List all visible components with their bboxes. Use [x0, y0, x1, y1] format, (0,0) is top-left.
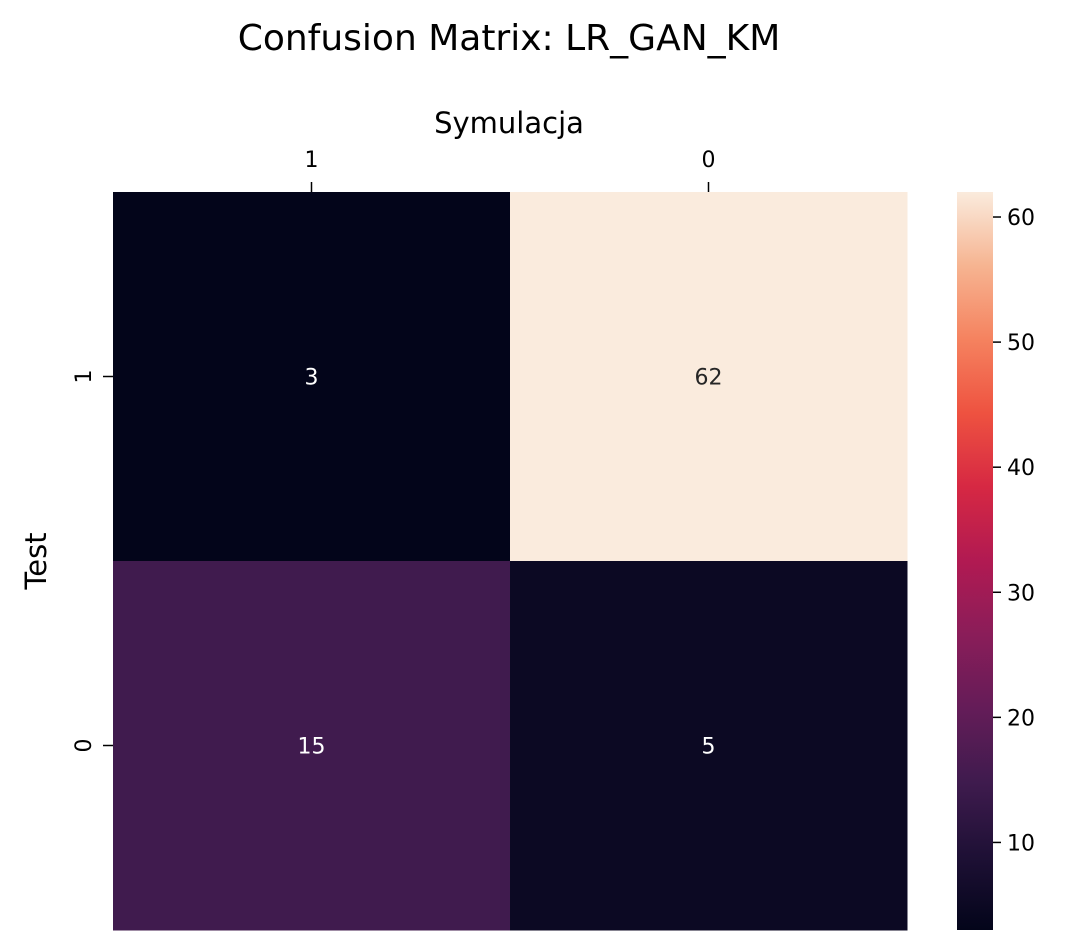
colorbar-tick-label: 50 — [1007, 331, 1035, 356]
colorbar-tick-label: 30 — [1007, 581, 1035, 606]
cell-annotations: 3 62 15 5 — [298, 366, 723, 760]
colorbar-tick-label: 60 — [1007, 206, 1035, 231]
colorbar-ticks: 10 20 30 40 50 60 — [993, 206, 1035, 856]
colorbar — [957, 192, 993, 930]
colorbar-tick-label: 10 — [1007, 831, 1035, 856]
cell-value-label: 15 — [298, 735, 326, 760]
y-axis-ticks: 10 — [72, 370, 113, 753]
cell-value-label: 62 — [695, 366, 723, 391]
cell-value-label: 3 — [305, 366, 319, 391]
colorbar-tick-label: 40 — [1007, 456, 1035, 481]
heatmap-cell — [113, 192, 511, 562]
y-tick-label: 1 — [72, 370, 97, 384]
x-tick-label: 0 — [702, 148, 716, 173]
chart-title: Confusion Matrix: LR_GAN_KM — [238, 18, 781, 59]
colorbar-tick-label: 20 — [1007, 706, 1035, 731]
y-tick-label: 0 — [72, 739, 97, 753]
heatmap-cells — [113, 192, 908, 931]
heatmap-cell — [510, 561, 908, 931]
y-axis-label: Test — [19, 532, 53, 590]
heatmap-cell — [510, 192, 908, 562]
x-tick-label: 1 — [305, 148, 319, 173]
heatmap-cell — [113, 561, 511, 931]
x-axis-label: Symulacja — [434, 106, 584, 140]
cell-value-label: 5 — [702, 735, 716, 760]
